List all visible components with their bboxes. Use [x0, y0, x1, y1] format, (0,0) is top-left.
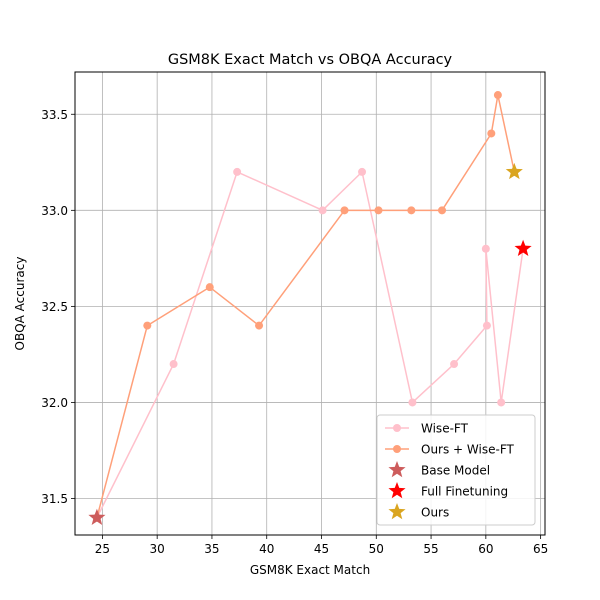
legend-item-base-model: Base Model: [388, 461, 490, 478]
legend-item-wise-ft: Wise-FT: [385, 422, 469, 436]
data-point: [205, 283, 214, 292]
x-tick-label: 55: [423, 542, 438, 556]
chart-title: GSM8K Exact Match vs OBQA Accuracy: [168, 52, 453, 68]
data-point: [450, 360, 459, 369]
series-full-finetuning: [514, 239, 532, 257]
legend-item-ours-wise-ft: Ours + Wise-FT: [385, 443, 515, 457]
x-tick-label: 25: [95, 542, 110, 556]
legend-marker: [388, 482, 406, 499]
legend-item-full-finetuning: Full Finetuning: [388, 482, 508, 499]
data-point: [438, 206, 447, 215]
data-point: [169, 360, 178, 369]
data-point: [340, 206, 349, 215]
data-point: [497, 398, 506, 407]
x-tick-label: 60: [478, 542, 493, 556]
data-point: [482, 321, 491, 330]
legend-label: Ours: [421, 506, 449, 520]
y-tick-label: 33.5: [41, 108, 68, 122]
y-axis-title: OBQA Accuracy: [13, 257, 27, 351]
data-point: [408, 398, 417, 407]
y-tick-label: 33.0: [41, 204, 68, 218]
data-point: [255, 321, 264, 330]
legend-label: Ours + Wise-FT: [421, 443, 515, 457]
y-tick-label: 32.5: [41, 300, 68, 314]
data-point: [407, 206, 416, 215]
legend-label: Full Finetuning: [421, 485, 508, 499]
star-marker: [88, 508, 106, 525]
data-point: [487, 129, 496, 138]
legend-label: Wise-FT: [421, 422, 469, 436]
data-point: [318, 206, 327, 215]
x-axis-title: GSM8K Exact Match: [250, 563, 370, 577]
plot-frame: [74, 71, 546, 536]
x-tick-label: 30: [150, 542, 165, 556]
axis-ticks: 25 30 35 40 45 50 55 60 65 31.5 32.0 32.5 33.0 33.5: [41, 108, 548, 556]
series-base-model: [88, 508, 106, 525]
series-ours: [505, 162, 523, 180]
y-tick-label: 31.5: [41, 492, 68, 506]
legend-marker: [388, 503, 406, 520]
legend-box: [376, 414, 536, 526]
legend: Wise-FT Ours + Wise-FT Base Model Full Fine…: [376, 414, 536, 526]
legend-label: Base Model: [421, 464, 490, 478]
legend-marker: [393, 445, 401, 453]
y-tick-label: 32.0: [41, 396, 68, 410]
data-point: [374, 206, 383, 215]
x-tick-label: 40: [259, 542, 274, 556]
data-point: [493, 91, 502, 100]
data-point: [233, 167, 242, 176]
star-marker: [505, 162, 523, 180]
plot-series: [88, 91, 532, 525]
data-point: [481, 244, 490, 253]
data-point: [358, 167, 367, 176]
x-tick-label: 45: [314, 542, 329, 556]
x-tick-label: 50: [369, 542, 384, 556]
x-tick-label: 35: [204, 542, 219, 556]
x-tick-label: 65: [533, 542, 548, 556]
series-wise-ft: [92, 167, 528, 522]
legend-item-ours: Ours: [388, 503, 449, 520]
data-point: [143, 321, 152, 330]
legend-marker: [388, 461, 406, 478]
star-marker: [514, 239, 532, 257]
legend-marker: [393, 424, 401, 432]
